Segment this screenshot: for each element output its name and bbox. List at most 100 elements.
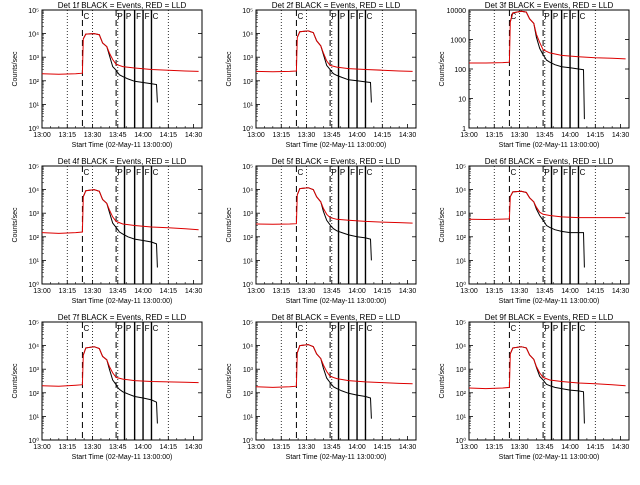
panel-title: Det 1f BLACK = Events, RED = LLD: [58, 1, 187, 10]
x-axis-label: Start Time (02-May-11 13:00:00): [499, 298, 600, 305]
y-tick-label: 10⁰: [242, 281, 253, 289]
axes-frame: [468, 165, 630, 285]
x-tick-label: 13:45: [109, 288, 127, 295]
marker-letter: P: [117, 12, 122, 21]
y-tick-label: 10⁰: [28, 125, 39, 133]
marker-letter: P: [331, 324, 336, 333]
marker-letter: C: [367, 168, 373, 177]
x-tick-label: 13:00: [33, 132, 51, 139]
y-tick-label: 10⁰: [242, 125, 253, 133]
marker-letter: C: [511, 168, 517, 177]
y-tick-label: 10000: [447, 8, 467, 15]
x-tick-label: 13:45: [109, 444, 127, 451]
x-tick-label: 14:30: [612, 288, 630, 295]
axes-frame: [255, 165, 417, 285]
panel-title: Det 3f BLACK = Events, RED = LLD: [485, 1, 614, 10]
y-tick-label: 10⁴: [28, 188, 39, 195]
x-tick-label: 13:00: [33, 444, 51, 451]
axes-frame: [468, 9, 630, 129]
x-tick-label: 14:30: [612, 132, 630, 139]
y-axis-label: Counts/sec: [439, 207, 446, 243]
x-tick-label: 13:30: [84, 132, 102, 139]
marker-letter: C: [153, 324, 159, 333]
events-line: [509, 346, 585, 424]
x-tick-label: 13:45: [536, 288, 554, 295]
marker-letter: F: [350, 324, 355, 333]
y-tick-label: 10⁵: [242, 8, 253, 15]
y-tick-label: 10⁴: [242, 344, 253, 351]
x-tick-label: 14:30: [185, 288, 203, 295]
y-tick-label: 10: [458, 97, 466, 104]
x-tick-label: 13:45: [323, 288, 341, 295]
x-tick-label: 14:30: [612, 444, 630, 451]
x-axis-label: Start Time (02-May-11 13:00:00): [72, 298, 173, 305]
marker-letter: C: [84, 12, 90, 21]
x-tick-label: 13:15: [58, 288, 76, 295]
y-tick-label: 10⁵: [455, 164, 466, 171]
detector-panel-5: Det 5f BLACK = Events, RED = LLD 13:00 13:…: [226, 157, 417, 305]
marker-letter: P: [553, 324, 558, 333]
panel-title: Det 5f BLACK = Events, RED = LLD: [272, 157, 401, 166]
events-line: [82, 346, 158, 424]
lld-line: [469, 10, 626, 64]
y-tick-label: 10²: [243, 235, 254, 242]
panel-title: Det 6f BLACK = Events, RED = LLD: [485, 157, 614, 166]
y-axis-label: Counts/sec: [12, 207, 19, 243]
y-tick-label: 10²: [456, 391, 467, 398]
marker-letter: P: [126, 12, 131, 21]
y-axis-label: Counts/sec: [226, 51, 233, 87]
marker-letter: F: [359, 324, 364, 333]
x-tick-label: 14:15: [374, 288, 392, 295]
x-tick-label: 13:45: [536, 132, 554, 139]
y-tick-label: 10⁴: [28, 32, 39, 39]
panel-title: Det 8f BLACK = Events, RED = LLD: [272, 313, 401, 322]
marker-letter: F: [572, 168, 577, 177]
y-tick-label: 10¹: [29, 414, 40, 421]
marker-letter: P: [126, 324, 131, 333]
x-tick-label: 13:15: [58, 444, 76, 451]
x-tick-label: 13:30: [84, 444, 102, 451]
y-tick-label: 10²: [29, 235, 40, 242]
x-tick-label: 14:00: [134, 288, 152, 295]
marker-letter: F: [572, 324, 577, 333]
x-axis-label: Start Time (02-May-11 13:00:00): [72, 454, 173, 461]
marker-letter: F: [136, 168, 141, 177]
x-axis-label: Start Time (02-May-11 13:00:00): [286, 454, 387, 461]
x-axis-label: Start Time (02-May-11 13:00:00): [286, 298, 387, 305]
marker-letter: C: [580, 168, 586, 177]
x-tick-label: 13:30: [511, 444, 529, 451]
marker-letter: F: [136, 12, 141, 21]
x-tick-label: 13:00: [460, 444, 478, 451]
x-tick-label: 14:00: [561, 444, 579, 451]
y-tick-label: 10⁰: [242, 437, 253, 445]
marker-letter: C: [298, 12, 304, 21]
events-line: [296, 187, 372, 261]
x-axis-label: Start Time (02-May-11 13:00:00): [286, 142, 387, 149]
x-tick-label: 13:15: [272, 444, 290, 451]
detector-panel-7: Det 7f BLACK = Events, RED = LLD 13:00 13:…: [12, 313, 203, 461]
lld-line: [41, 189, 199, 234]
x-tick-label: 13:00: [247, 132, 265, 139]
y-tick-label: 10⁵: [242, 164, 253, 171]
y-tick-label: 1000: [450, 38, 466, 45]
axes-frame: [41, 321, 203, 441]
marker-letter: P: [340, 168, 345, 177]
panel-title: Det 9f BLACK = Events, RED = LLD: [485, 313, 614, 322]
marker-letter: C: [580, 324, 586, 333]
y-tick-label: 100: [454, 67, 466, 74]
y-axis-label: Counts/sec: [226, 207, 233, 243]
y-tick-label: 10¹: [243, 102, 254, 109]
y-tick-label: 10¹: [243, 414, 254, 421]
x-tick-label: 14:30: [399, 444, 417, 451]
panel-title: Det 4f BLACK = Events, RED = LLD: [58, 157, 187, 166]
x-tick-label: 14:00: [561, 132, 579, 139]
marker-letter: F: [563, 12, 568, 21]
y-tick-label: 1: [462, 126, 466, 133]
y-tick-label: 10³: [456, 211, 467, 218]
x-axis-label: Start Time (02-May-11 13:00:00): [499, 142, 600, 149]
y-tick-label: 10⁰: [455, 437, 466, 445]
y-tick-label: 10³: [456, 367, 467, 374]
marker-letter: P: [544, 324, 549, 333]
y-tick-label: 10⁵: [28, 164, 39, 171]
